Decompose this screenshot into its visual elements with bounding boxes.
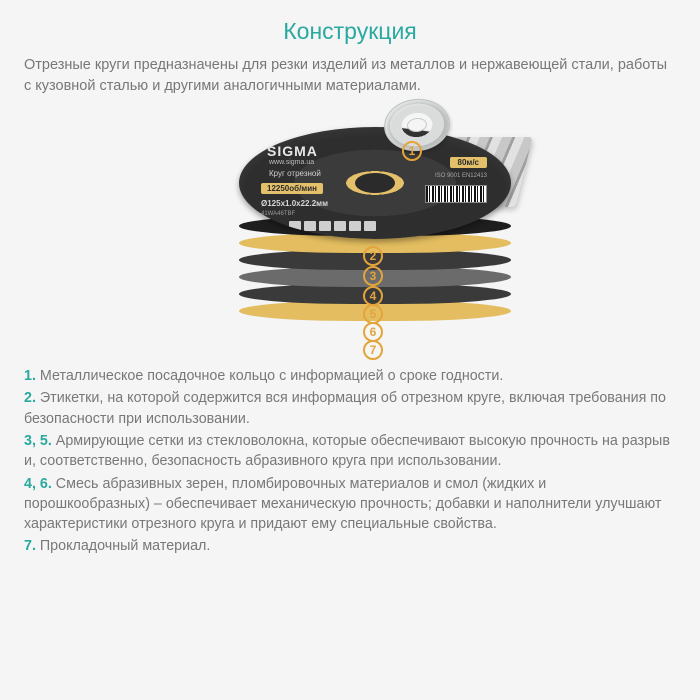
- desc-text: Смесь абразивных зерен, пломбировочных м…: [24, 476, 661, 533]
- desc-num: 3, 5.: [24, 433, 52, 449]
- desc-item-7: 7. Прокладочный материал.: [24, 536, 676, 556]
- callout-7: 7: [363, 340, 383, 360]
- callout-4: 4: [363, 286, 383, 306]
- desc-text: Армирующие сетки из стекловолокна, котор…: [24, 433, 670, 469]
- desc-text: Этикетки, на которой содержится вся инфо…: [24, 390, 666, 426]
- desc-text: Металлическое посадочное кольцо с информ…: [36, 368, 503, 384]
- barcode-icon: [425, 185, 487, 203]
- desc-item-4-6: 4, 6. Смесь абразивных зерен, пломбирово…: [24, 474, 676, 535]
- callout-1: 1: [402, 141, 422, 161]
- page-title: Конструкция: [24, 18, 676, 45]
- callout-2: 2: [363, 246, 383, 266]
- callout-5: 5: [363, 304, 383, 324]
- callout-3: 3: [363, 266, 383, 286]
- label-rpm: 12250об/мин: [261, 183, 323, 194]
- label-brand: SIGMA: [267, 143, 318, 159]
- description-list: 1. Металлическое посадочное кольцо с инф…: [24, 366, 676, 557]
- desc-item-3-5: 3, 5. Армирующие сетки из стекловолокна,…: [24, 431, 676, 472]
- label-iso: ISO 9001 EN12413: [435, 173, 487, 179]
- label-url: www.sigma.ua: [269, 159, 314, 166]
- desc-text: Прокладочный материал.: [36, 538, 210, 554]
- label-product: Круг отрезной: [269, 169, 321, 178]
- desc-item-1: 1. Металлическое посадочное кольцо с инф…: [24, 366, 676, 386]
- disc-top-label: SIGMA www.sigma.ua Круг отрезной 12250об…: [239, 127, 511, 239]
- label-speed: 80м/с: [450, 157, 488, 168]
- label-code: 41WA46TBF: [261, 211, 295, 217]
- intro-text: Отрезные круги предназначены для резки и…: [24, 55, 676, 97]
- callout-6: 6: [363, 322, 383, 342]
- label-size: Ø125x1.0x22.2мм: [261, 199, 328, 208]
- disc-graphic: SIGMA www.sigma.ua Круг отрезной 12250об…: [24, 103, 676, 358]
- desc-num: 1.: [24, 368, 36, 384]
- safety-pictograms: [289, 221, 376, 231]
- desc-num: 2.: [24, 390, 36, 406]
- desc-item-2: 2. Этикетки, на которой содержится вся и…: [24, 388, 676, 429]
- desc-num: 4, 6.: [24, 476, 52, 492]
- desc-num: 7.: [24, 538, 36, 554]
